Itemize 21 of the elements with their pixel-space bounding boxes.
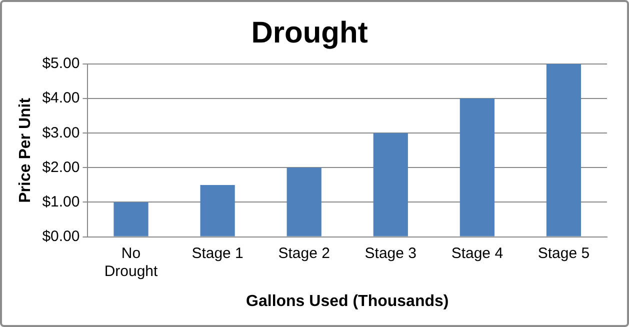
y-tick-label: $0.00 [42, 228, 80, 245]
bar [200, 184, 235, 236]
x-tick-label: Stage 1 [192, 244, 244, 262]
bar [286, 168, 322, 236]
y-tick-label: $5.00 [42, 55, 80, 72]
y-axis-title: Price Per Unit [17, 97, 34, 203]
x-tick-label: No Drought [104, 244, 159, 280]
x-tick-label: Stage 5 [538, 244, 590, 262]
x-tick-label: Stage 3 [364, 244, 416, 262]
bar [460, 98, 494, 236]
x-axis-title: Gallons Used (Thousands) [246, 292, 449, 310]
bar [373, 133, 408, 236]
bar [546, 64, 582, 236]
x-tick-label: Stage 4 [451, 244, 504, 262]
y-tick-label: $1.00 [42, 193, 80, 210]
y-tick-label: $3.00 [42, 124, 80, 142]
y-tick-label: $4.00 [42, 90, 80, 107]
chart-title: Drought [251, 16, 368, 50]
x-tick-label: Stage 2 [278, 244, 330, 262]
y-tick-label: $2.00 [42, 158, 80, 176]
bar [114, 202, 148, 236]
